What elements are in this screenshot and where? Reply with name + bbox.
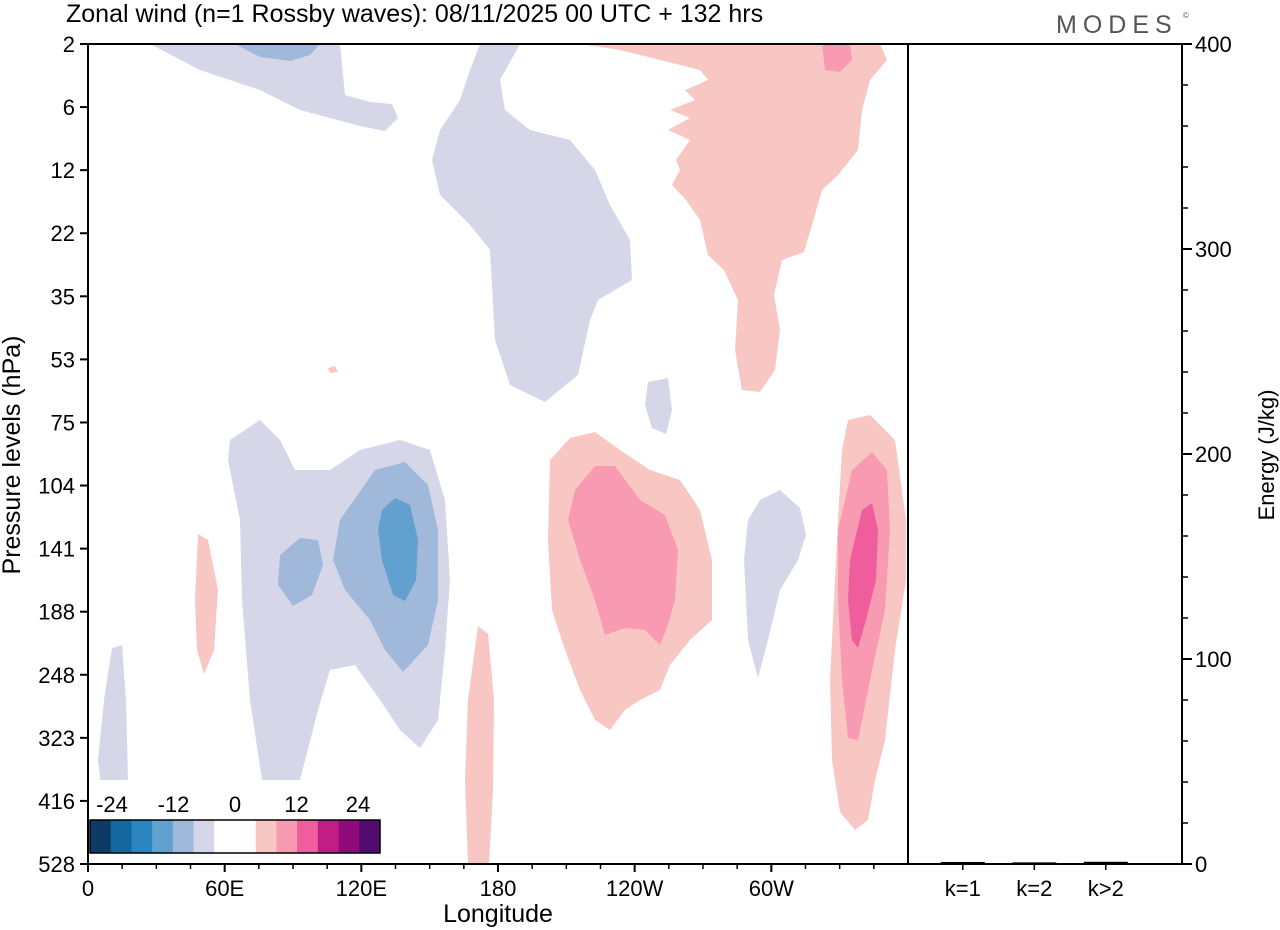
colorbar-swatch (90, 820, 112, 853)
y-tick-label: 53 (51, 347, 75, 372)
energy-tick-label: 300 (1195, 237, 1232, 262)
energy-tick-label: 400 (1195, 32, 1232, 57)
energy-category-label: k=1 (945, 876, 981, 901)
y-tick-label: 2 (63, 32, 75, 57)
energy-frame (907, 43, 1183, 865)
y-tick-label: 75 (51, 410, 75, 435)
y-tick-label: 188 (38, 600, 75, 625)
colorbar-swatch (214, 820, 236, 853)
negative-region-right (744, 490, 806, 678)
y-tick-label: 104 (38, 474, 75, 499)
colorbar-swatch (193, 820, 215, 853)
x-axis: 0 60E 120E 180 120W 60W (82, 864, 875, 901)
energy-bar (1012, 862, 1057, 864)
colorbar: -24 -12 0 12 24 (88, 780, 382, 855)
colorbar-swatch (152, 820, 174, 853)
colorbar-label: 24 (346, 792, 370, 817)
energy-bar (940, 861, 985, 863)
energy-tick-label: 100 (1195, 647, 1232, 672)
y-tick-label: 6 (63, 95, 75, 120)
colorbar-label: -12 (158, 792, 190, 817)
energy-bar (1083, 861, 1128, 863)
energy-axis: 0 100 200 300 400 (1182, 32, 1232, 877)
energy-tick-label: 0 (1195, 852, 1207, 877)
negative-region-small (645, 378, 672, 434)
colorbar-swatch (338, 820, 360, 853)
negative-max-130e (378, 498, 418, 601)
positive-region-small-left (195, 534, 218, 674)
negative-region-upper-center (432, 44, 632, 402)
colorbar-label: 0 (229, 792, 241, 817)
y-tick-label: 12 (51, 158, 75, 183)
x-tick-label: 120E (336, 876, 387, 901)
energy-axis-label: Energy (J/kg) (1254, 390, 1279, 521)
colorbar-swatch (276, 820, 298, 853)
energy-tick-label: 200 (1195, 442, 1232, 467)
modes-logo: MODES (1056, 11, 1178, 39)
y-tick-label: 22 (51, 221, 75, 246)
colorbar-label: -24 (96, 792, 128, 817)
x-tick-label: 180 (480, 876, 517, 901)
negative-core-90e (278, 538, 323, 606)
logo-mark: © (1183, 11, 1189, 20)
y-tick-label: 248 (38, 663, 75, 688)
positive-core-120w (568, 466, 678, 645)
contour-field (98, 44, 906, 864)
colorbar-swatch (359, 820, 381, 853)
y-tick-label: 141 (38, 537, 75, 562)
negative-region-upper-left (150, 44, 398, 131)
colorbar-swatch (255, 820, 277, 853)
colorbar-label: 12 (284, 792, 308, 817)
negative-core-upper (235, 44, 320, 61)
negative-region-far-left (98, 645, 128, 810)
colorbar-swatch (297, 820, 319, 853)
colorbar-swatch (110, 820, 132, 853)
x-tick-label: 60W (749, 876, 794, 901)
colorbar-frame (89, 819, 381, 854)
positive-region-180 (465, 626, 494, 864)
colorbar-swatch (235, 820, 257, 853)
energy-category-label: k=2 (1016, 876, 1052, 901)
chart-title: Zonal wind (n=1 Rossby waves): 08/11/202… (66, 0, 763, 28)
positive-region-dot (328, 366, 338, 373)
y-tick-label: 416 (38, 789, 75, 814)
colorbar-swatch (172, 820, 195, 853)
y-axis-label: Pressure levels (hPa) (0, 336, 26, 575)
y-tick-label: 35 (51, 284, 75, 309)
positive-core-upper (822, 44, 852, 72)
y-tick-label: 528 (38, 852, 75, 877)
energy-bars: k=1 k=2 k>2 (940, 861, 1128, 901)
x-axis-label: Longitude (443, 900, 553, 928)
positive-max-right (848, 503, 878, 648)
pressure-axis: 2 6 12 22 35 53 75 104 141 188 248 323 416 528 (38, 32, 88, 877)
positive-region-upper-right (580, 44, 887, 392)
x-tick-label: 60E (205, 876, 244, 901)
x-tick-label: 0 (82, 876, 94, 901)
colorbar-swatch (317, 820, 340, 853)
x-tick-label: 120W (606, 876, 664, 901)
energy-category-label: k>2 (1088, 876, 1124, 901)
y-tick-label: 323 (38, 726, 75, 751)
colorbar-swatch (131, 820, 153, 853)
